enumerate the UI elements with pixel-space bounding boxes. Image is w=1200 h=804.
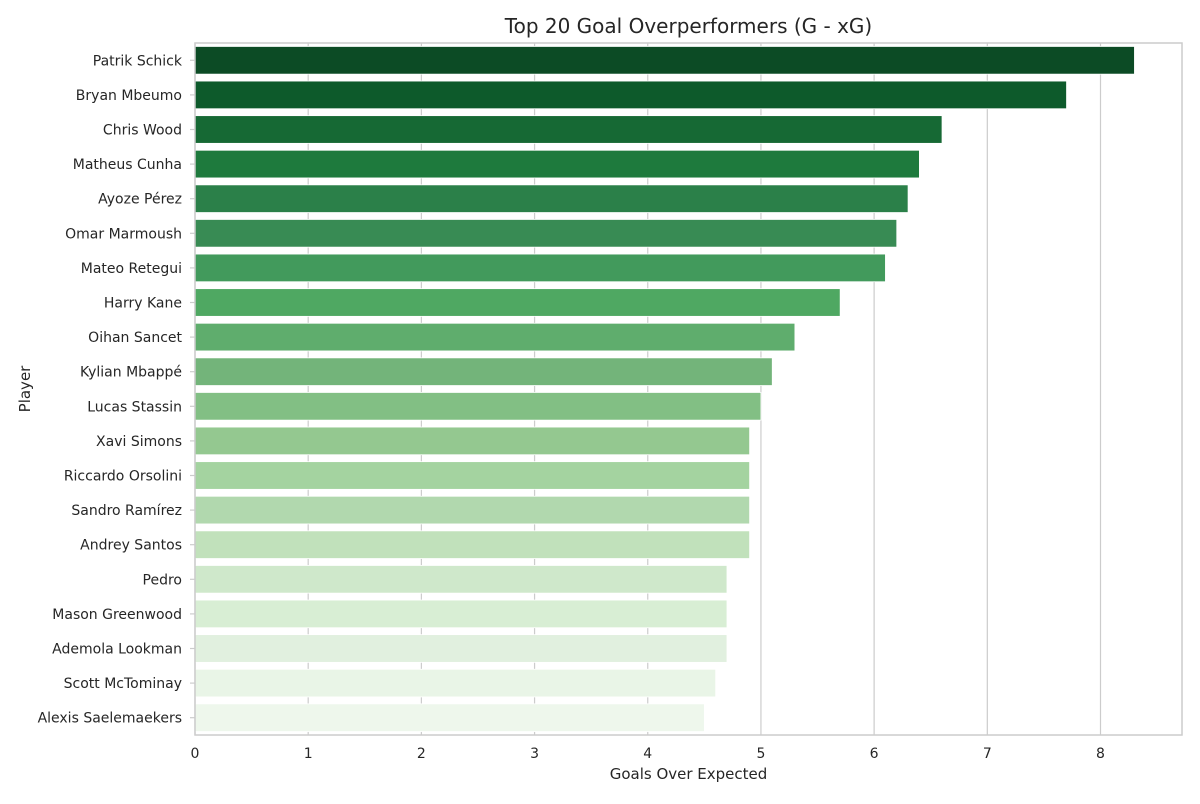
- x-tick-label: 5: [756, 746, 765, 762]
- bar: [194, 357, 773, 386]
- chart-title: Top 20 Goal Overperformers (G - xG): [504, 14, 872, 38]
- x-tick-layer: 0 1 2 3 4 5 6 7 8: [190, 59, 1105, 762]
- category-label: Harry Kane: [104, 296, 182, 312]
- bar-layer: [194, 46, 1135, 732]
- bar: [194, 426, 751, 456]
- bar: [194, 80, 1067, 110]
- bar: [194, 461, 751, 490]
- bar: [194, 495, 751, 525]
- x-tick-label: 6: [870, 746, 879, 762]
- category-label: Ayoze Pérez: [98, 192, 182, 208]
- category-label: Pedro: [143, 572, 182, 588]
- category-label: Sandro Ramírez: [71, 503, 182, 519]
- category-label: Lucas Stassin: [87, 399, 182, 415]
- x-tick-label: 7: [983, 746, 992, 762]
- category-label-layer: Patrik Schick Bryan Mbeumo Chris Wood Mathe…: [38, 53, 183, 726]
- bar: [194, 46, 1135, 75]
- x-tick-label: 3: [530, 746, 539, 762]
- category-label: Patrik Schick: [93, 53, 183, 69]
- category-label: Mason Greenwood: [52, 607, 182, 623]
- bar: [194, 184, 909, 213]
- bar: [194, 253, 886, 283]
- x-tick-label: 0: [191, 746, 200, 762]
- category-label: Riccardo Orsolini: [64, 469, 182, 485]
- category-label: Matheus Cunha: [73, 157, 182, 173]
- grid-layer: [194, 43, 1102, 735]
- bar: [194, 565, 728, 594]
- bar: [194, 599, 728, 629]
- y-axis-label: Player: [16, 365, 34, 413]
- bar: [194, 634, 728, 663]
- bar: [194, 115, 943, 144]
- bar: [194, 703, 705, 732]
- x-tick-label: 8: [1096, 746, 1105, 762]
- category-label: Andrey Santos: [80, 538, 182, 554]
- category-label: Omar Marmoush: [65, 226, 182, 242]
- plot-frame: [194, 42, 1183, 736]
- bar: [194, 322, 796, 352]
- category-label: Oihan Sancet: [88, 330, 182, 346]
- category-label: Scott McTominay: [64, 676, 182, 692]
- category-label: Ademola Lookman: [52, 642, 182, 658]
- bar: [194, 149, 920, 179]
- bar: [194, 219, 898, 248]
- x-tick-label: 1: [304, 746, 313, 762]
- x-tick-label: 4: [643, 746, 652, 762]
- category-label: Alexis Saelemaekers: [38, 711, 182, 727]
- bar: [194, 288, 841, 317]
- bar: [194, 668, 717, 698]
- category-label: Kylian Mbappé: [80, 365, 182, 381]
- category-label: Xavi Simons: [96, 434, 182, 450]
- x-tick-label: 2: [417, 746, 426, 762]
- x-axis-label: Goals Over Expected: [610, 765, 768, 783]
- category-label: Bryan Mbeumo: [76, 88, 182, 104]
- bar: [194, 392, 762, 421]
- bar: [194, 530, 751, 559]
- category-label: Mateo Retegui: [81, 261, 182, 277]
- category-label: Chris Wood: [103, 123, 182, 139]
